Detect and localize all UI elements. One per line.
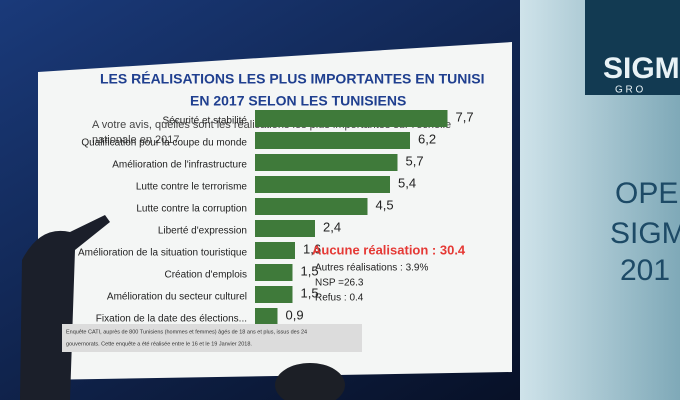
- chart: LES RÉALISATIONS LES PLUS IMPORTANTES EN…: [62, 71, 485, 352]
- chart-title: LES RÉALISATIONS LES PLUS IMPORTANTES EN…: [100, 71, 485, 87]
- y-tick-label: Création d'emplois: [164, 270, 247, 281]
- y-tick-label: Lutte contre le terrorisme: [136, 182, 248, 193]
- logo-subtext: G R O: [615, 85, 644, 96]
- footnote-box: [62, 324, 362, 352]
- annotation: Aucune réalisation : 30.4: [312, 242, 466, 257]
- y-tick-label: Lutte contre la corruption: [136, 204, 247, 215]
- bar: [255, 176, 390, 193]
- screen-text: 201: [620, 254, 670, 287]
- bar: [255, 220, 315, 237]
- screen-text: OPE: [615, 177, 678, 210]
- y-tick-label: Liberté d'expression: [158, 226, 247, 237]
- annotation: Refus : 0.4: [315, 293, 364, 304]
- camera: [275, 363, 345, 400]
- bar: [255, 132, 410, 149]
- value-label: 4,5: [376, 197, 394, 212]
- value-label: 5,7: [406, 153, 424, 168]
- value-label: 0,9: [286, 307, 304, 322]
- chart-subtitle: nationale en 2017: [92, 134, 179, 146]
- bar: [255, 286, 293, 303]
- y-tick-label: Fixation de la date des élections...: [96, 314, 247, 325]
- y-tick-label: Sécurité et stabilité: [163, 116, 248, 127]
- bar: [255, 242, 295, 259]
- y-tick-label: Amélioration de la situation touristique: [78, 248, 247, 259]
- screen-text: SIGM: [610, 217, 680, 250]
- footnote: gouvernorats. Cette enquête a été réalis…: [66, 341, 252, 347]
- logo-text: SIGM: [603, 52, 680, 85]
- annotation: NSP =26.3: [315, 278, 364, 289]
- bar: [255, 264, 293, 281]
- value-label: 1,5: [301, 285, 319, 300]
- value-label: 7,7: [456, 109, 474, 124]
- chart-title: EN 2017 SELON LES TUNISIENS: [190, 93, 406, 109]
- bar: [255, 308, 278, 325]
- bar: [255, 154, 398, 171]
- side-screen: [520, 0, 680, 400]
- footnote: Enquête CATI, auprès de 800 Tunisiens (h…: [66, 329, 307, 335]
- value-label: 6,2: [418, 131, 436, 146]
- y-tick-label: Qualification pour la coupe du monde: [81, 138, 247, 149]
- value-label: 1,5: [301, 263, 319, 278]
- y-tick-label: Amélioration du secteur culturel: [107, 292, 247, 303]
- value-label: 5,4: [398, 175, 416, 190]
- presenter: [20, 215, 110, 400]
- value-label: 2,4: [323, 219, 341, 234]
- value-label: 1,6: [303, 241, 321, 256]
- annotation: Autres réalisations : 3.9%: [315, 263, 428, 274]
- bar: [255, 198, 368, 215]
- y-tick-label: Amélioration de l'infrastructure: [112, 160, 247, 171]
- bar: [255, 110, 448, 127]
- logo-box: [585, 0, 680, 95]
